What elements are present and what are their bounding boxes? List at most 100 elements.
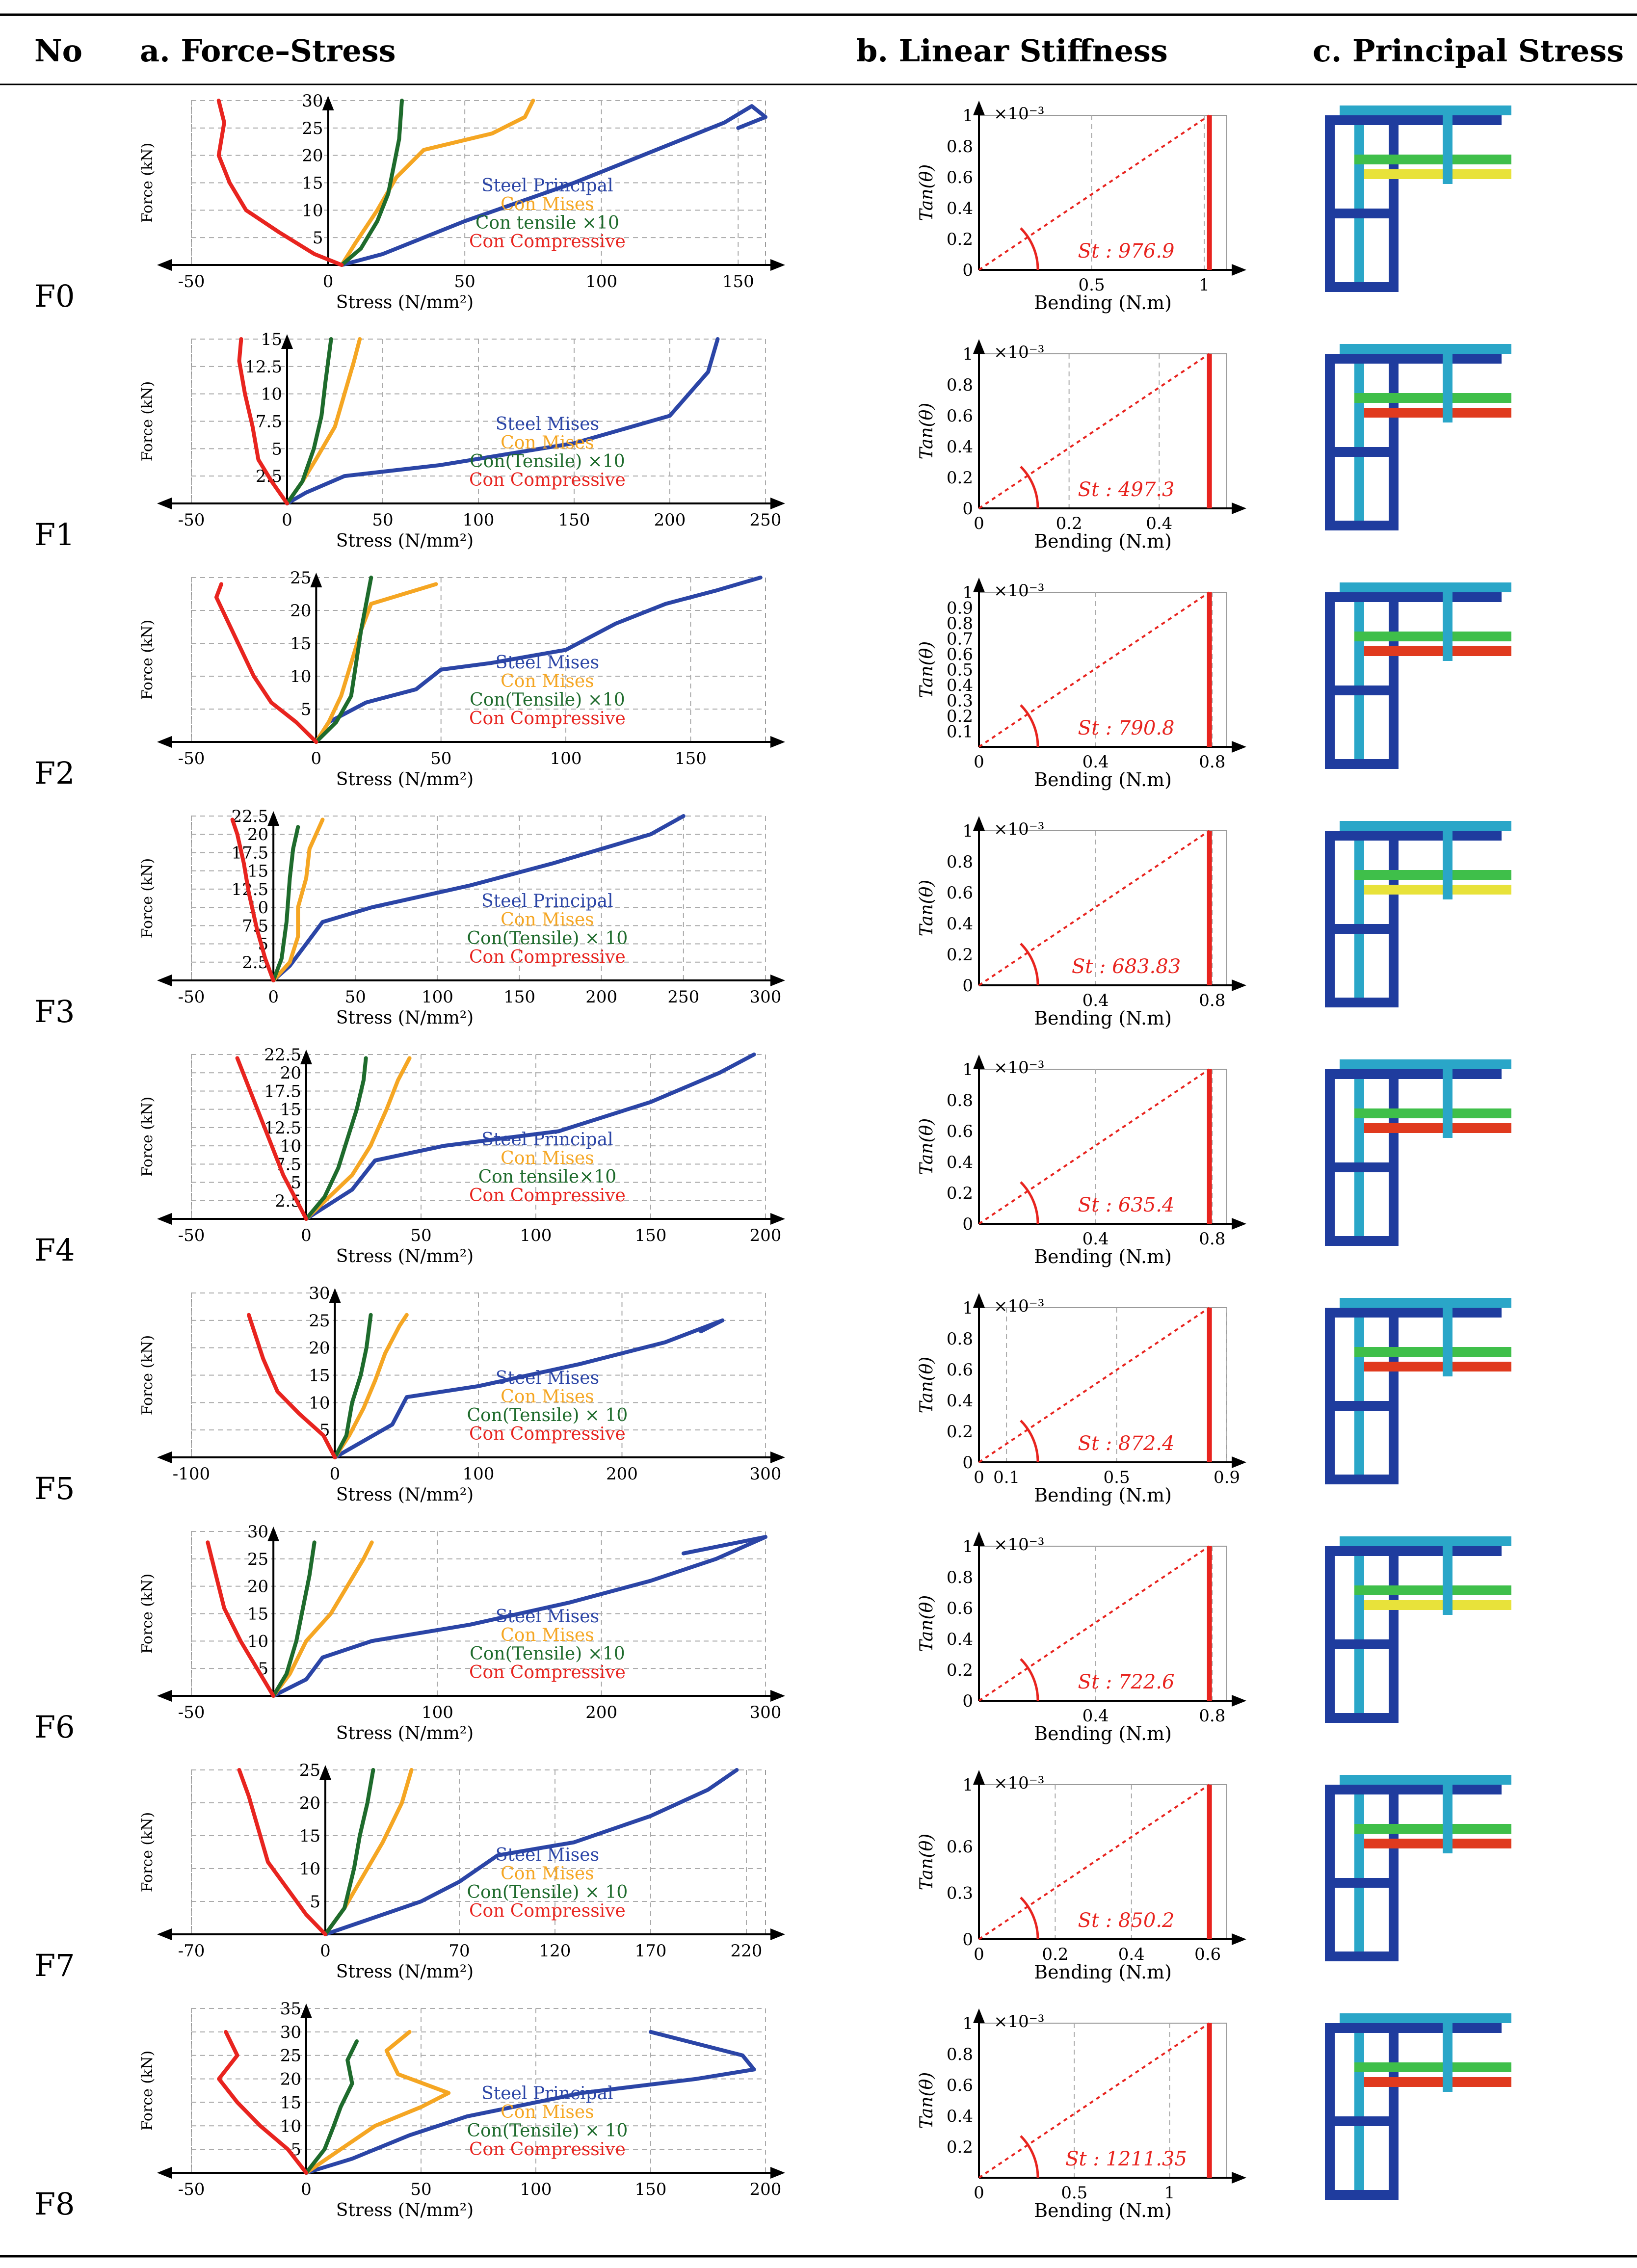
x-tick-label: 0.4 [1083, 1706, 1109, 1726]
stiffness-diagonal [978, 1307, 1210, 1463]
legend-con-mises: Con Mises [501, 671, 594, 691]
y-tick-label: 0.4 [947, 1630, 973, 1649]
y-axis-arrow [973, 816, 985, 831]
linear-stiffness-chart: 0.4 0.8 0 0.2 0.4 0.6 0.8 1 ×10⁻³ St : 683.83 Bend… [917, 816, 1246, 1029]
legend-con-compressive: Con Compressive [469, 232, 626, 252]
y-tick-label: 0.5 [947, 660, 973, 680]
steel-series-line [314, 576, 763, 744]
x-tick-label: 0.4 [1083, 991, 1109, 1010]
scale-label: ×10⁻³ [994, 104, 1044, 124]
legend-con-mises: Con Mises [501, 2102, 594, 2122]
con-mises-series-line [340, 99, 535, 267]
x-axis-arrow [1232, 264, 1246, 276]
row-label: F4 [34, 1232, 75, 1268]
principal-stress-render [1325, 821, 1511, 1007]
stiffness-diagonal [978, 2022, 1210, 2179]
y-tick-label: 0 [962, 1453, 973, 1473]
y-tick-label: 0 [962, 499, 973, 519]
stiffness-value: St : 683.83 [1072, 955, 1181, 978]
x-tick-label: 0 [301, 1226, 312, 1245]
y-tick-label: 0.2 [947, 707, 973, 726]
angle-arc [1020, 466, 1039, 509]
force-stress-chart: -50 0 50 100 150 5 10 15 20 25 30 Stress (N/mm²) For… [139, 91, 785, 313]
x-tick-label: 150 [503, 987, 535, 1007]
legend-steel: Steel Mises [496, 1368, 599, 1388]
y-tick-label: 0.8 [947, 1091, 973, 1110]
stiffness-value: St : 1211.35 [1065, 2148, 1187, 2170]
x-tick-label: 150 [558, 510, 590, 530]
y-tick-label: 15 [280, 1100, 301, 1120]
x-axis-label: Stress (N/mm²) [336, 1008, 474, 1028]
y-tick-label: 0.4 [947, 914, 973, 934]
x-axis-label: Bending (N.m) [1034, 530, 1172, 552]
x-axis-label: Stress (N/mm²) [336, 292, 474, 313]
x-axis-arrow [1232, 979, 1246, 991]
legend-con-mises: Con Mises [501, 1625, 594, 1645]
linear-stiffness-chart: 0.5 1 0 0.2 0.4 0.6 0.8 1 ×10⁻³ St : 976.9 Bending… [917, 101, 1246, 314]
x-tick-label: 120 [539, 1941, 571, 1961]
y-tick-label: 0.8 [947, 1329, 973, 1349]
row-label: F5 [34, 1471, 75, 1506]
con-mises-series-line [304, 1056, 412, 1221]
y-axis-arrow [973, 101, 985, 115]
principal-stress-render [1325, 582, 1511, 769]
principal-stress-render [1325, 105, 1511, 292]
y-tick-label: 25 [280, 2046, 301, 2066]
x-tick-label: 0 [974, 1945, 984, 1964]
y-tick-label: 1 [962, 583, 973, 603]
x-axis-label: Bending (N.m) [1034, 1007, 1172, 1029]
steel-series-line [304, 1053, 756, 1221]
x-axis-label: Stress (N/mm²) [336, 1962, 474, 1982]
y-axis-label: Force (kN) [139, 381, 156, 462]
stiffness-diagonal [978, 353, 1210, 509]
principal-stress-render [1325, 1059, 1511, 1246]
y-tick-label: 10 [309, 1393, 330, 1413]
y-axis-label: Force (kN) [139, 1335, 156, 1416]
y-tick-label: 10 [280, 2116, 301, 2136]
legend-con-tensile: Con(Tensile) × 10 [467, 1405, 628, 1425]
row-label: F7 [34, 1948, 75, 1983]
y-axis-arrow [329, 1288, 341, 1303]
scale-label: ×10⁻³ [994, 1773, 1044, 1793]
row-label: F8 [34, 2186, 75, 2222]
y-axis-label: Tan(θ) [917, 1357, 937, 1414]
y-tick-label: 0.4 [947, 199, 973, 218]
y-tick-label: 20 [247, 1577, 268, 1597]
y-tick-label: 0.3 [947, 1884, 973, 1903]
y-tick-label: 0.4 [947, 1391, 973, 1411]
y-tick-label: 1 [962, 344, 973, 364]
con-tensile-series-line [271, 825, 300, 982]
x-tick-label: 100 [422, 987, 453, 1007]
y-tick-label: 12.5 [264, 1118, 301, 1138]
x-tick-label: 0.4 [1083, 752, 1109, 772]
x-axis-label: Bending (N.m) [1034, 1961, 1172, 1983]
x-tick-label: -50 [178, 510, 205, 530]
linear-stiffness-chart: 0 0.1 0.5 0.9 0 0.2 0.4 0.6 0.8 1 ×10⁻³ St : 872.4 B… [917, 1293, 1246, 1506]
row-label: F1 [34, 517, 75, 553]
legend-con-tensile: Con tensile×10 [478, 1167, 617, 1187]
y-tick-label: 0.6 [947, 645, 973, 664]
y-tick-label: 17.5 [231, 843, 268, 863]
y-tick-label: 10 [280, 1136, 301, 1156]
x-tick-label: 50 [410, 1226, 431, 1245]
legend-con-compressive: Con Compressive [469, 1662, 626, 1683]
legend-con-tensile: Con(Tensile) ×10 [470, 1644, 625, 1664]
y-axis-arrow [973, 1293, 985, 1308]
y-tick-label: 25 [290, 568, 311, 588]
y-tick-label: 15 [261, 330, 282, 349]
con-compressive-series-line [230, 818, 276, 982]
y-axis-label: Force (kN) [139, 1574, 156, 1654]
angle-arc [1020, 704, 1039, 747]
y-tick-label: 0 [962, 1214, 973, 1234]
x-tick-label: 220 [731, 1941, 763, 1961]
legend-con-tensile: Con(Tensile) × 10 [467, 2121, 628, 2141]
con-tensile-series-line [323, 1768, 375, 1936]
x-tick-label: 0.6 [1194, 1945, 1221, 1964]
y-tick-label: 20 [299, 1793, 320, 1813]
y-tick-label: 1 [962, 106, 973, 126]
